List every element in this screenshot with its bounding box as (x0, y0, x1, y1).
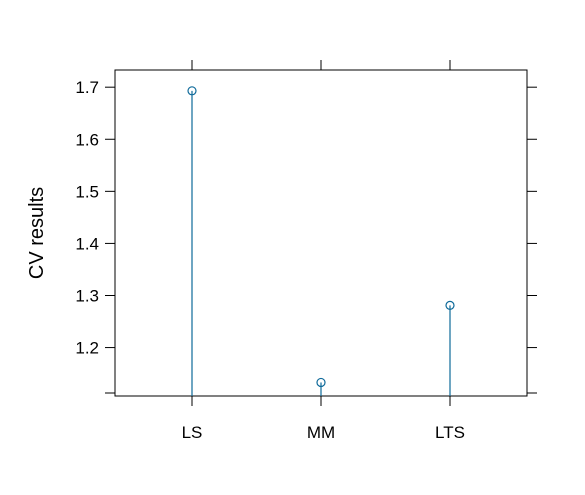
y-tick-label: 1.5 (75, 182, 99, 201)
x-tick-label: LS (182, 423, 203, 442)
y-axis-ticks (105, 86, 537, 394)
y-tick-label: 1.3 (75, 286, 99, 305)
y-tick-label: 1.2 (75, 339, 99, 358)
y-tick-label: 1.7 (75, 78, 99, 97)
y-axis-title: CV results (26, 187, 48, 279)
x-axis-tick-labels: LS MM LTS (182, 423, 465, 442)
x-tick-label: LTS (435, 423, 465, 442)
data-marks (187, 86, 455, 396)
data-point (445, 300, 455, 310)
y-tick-label: 1.6 (75, 130, 99, 149)
x-axis-ticks (191, 60, 451, 406)
plot-frame (114, 69, 528, 397)
data-point (187, 86, 197, 96)
x-tick-label: MM (307, 423, 335, 442)
data-point (316, 377, 326, 388)
y-axis-tick-labels: 1.2 1.3 1.4 1.5 1.6 1.7 (75, 78, 99, 357)
y-tick-label: 1.4 (75, 234, 99, 253)
